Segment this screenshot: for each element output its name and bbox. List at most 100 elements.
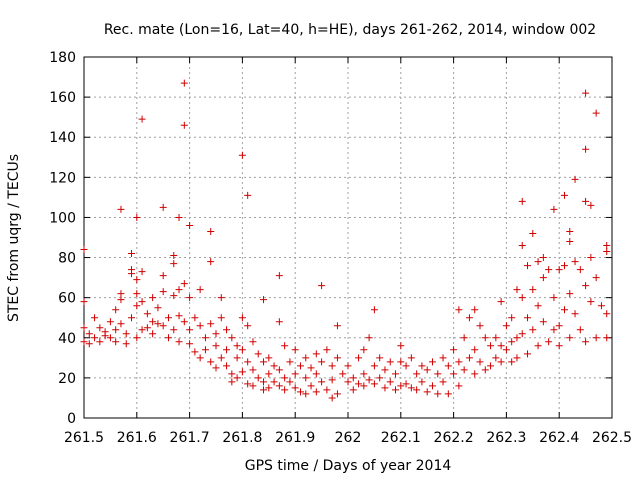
data-point <box>212 342 220 350</box>
data-point <box>518 294 526 302</box>
data-point <box>465 354 473 362</box>
x-tick-label: 262.1 <box>381 430 421 446</box>
data-point <box>133 213 141 221</box>
data-point <box>302 374 310 382</box>
y-tick-label: 120 <box>49 170 76 186</box>
data-point <box>487 342 495 350</box>
data-point <box>159 203 167 211</box>
data-point <box>143 310 151 318</box>
data-point <box>207 227 215 235</box>
data-point <box>254 374 262 382</box>
data-point <box>323 386 331 394</box>
data-point <box>296 362 304 370</box>
data-point <box>513 286 521 294</box>
data-point <box>170 326 178 334</box>
data-point <box>560 262 568 270</box>
data-point <box>582 197 590 205</box>
data-point <box>560 191 568 199</box>
data-point <box>85 340 93 348</box>
data-point <box>428 358 436 366</box>
data-point <box>80 246 88 254</box>
data-point <box>228 334 236 342</box>
data-point <box>476 358 484 366</box>
data-point <box>592 334 600 342</box>
data-point <box>508 358 516 366</box>
x-tick-label: 262.5 <box>592 430 632 446</box>
data-point <box>281 342 289 350</box>
data-point <box>413 370 421 378</box>
data-point <box>201 334 209 342</box>
x-axis-tick-labels: 261.5 261.6 261.7 261.8 261.9 262 262.1 262.2 26… <box>64 430 632 446</box>
data-point <box>233 342 241 350</box>
data-point <box>397 342 405 350</box>
data-point <box>566 334 574 342</box>
data-point <box>138 115 146 123</box>
data-point <box>307 364 315 372</box>
data-point <box>101 332 109 340</box>
data-point <box>265 384 273 392</box>
data-point <box>402 380 410 388</box>
data-point <box>582 89 590 97</box>
data-point <box>365 334 373 342</box>
data-point <box>539 254 547 262</box>
data-point <box>80 324 88 332</box>
data-point <box>175 286 183 294</box>
data-point <box>524 314 532 322</box>
data-point <box>555 322 563 330</box>
y-tick-label: 80 <box>58 251 76 267</box>
data-point <box>138 268 146 276</box>
data-point <box>582 338 590 346</box>
data-point <box>571 258 579 266</box>
data-point <box>423 388 431 396</box>
data-point <box>223 326 231 334</box>
chart-title: Rec. mate (Lon=16, Lat=40, h=HE), days 2… <box>104 22 596 38</box>
data-point <box>471 346 479 354</box>
data-point <box>112 306 120 314</box>
data-point <box>164 314 172 322</box>
data-point <box>328 394 336 402</box>
data-point <box>492 334 500 342</box>
data-point <box>154 320 162 328</box>
data-point <box>534 342 542 350</box>
data-point <box>545 266 553 274</box>
data-point <box>238 314 246 322</box>
y-tick-label: 20 <box>58 371 76 387</box>
data-point <box>434 370 442 378</box>
data-point <box>566 238 574 246</box>
data-point <box>571 175 579 183</box>
data-point <box>186 340 194 348</box>
data-point <box>260 358 268 366</box>
data-point <box>80 338 88 346</box>
data-point <box>518 330 526 338</box>
data-point <box>376 374 384 382</box>
data-point <box>397 382 405 390</box>
data-point <box>381 366 389 374</box>
data-point <box>397 358 405 366</box>
data-point <box>260 386 268 394</box>
data-point <box>534 302 542 310</box>
data-point <box>275 382 283 390</box>
data-point <box>223 346 231 354</box>
y-tick-label: 40 <box>58 331 76 347</box>
data-point <box>392 386 400 394</box>
data-point <box>582 145 590 153</box>
data-point <box>402 362 410 370</box>
data-point <box>529 326 537 334</box>
data-point <box>328 362 336 370</box>
data-point <box>260 296 268 304</box>
data-point <box>275 272 283 280</box>
x-tick-label: 261.9 <box>275 430 315 446</box>
data-point <box>555 266 563 274</box>
data-point <box>296 388 304 396</box>
data-point <box>360 382 368 390</box>
data-point <box>587 298 595 306</box>
data-point <box>386 358 394 366</box>
y-tick-label: 180 <box>49 50 76 66</box>
data-point <box>201 346 209 354</box>
data-point <box>196 322 204 330</box>
y-tick-label: 100 <box>49 210 76 226</box>
data-point <box>207 258 215 266</box>
data-point <box>186 221 194 229</box>
data-point <box>302 390 310 398</box>
data-point <box>524 350 532 358</box>
